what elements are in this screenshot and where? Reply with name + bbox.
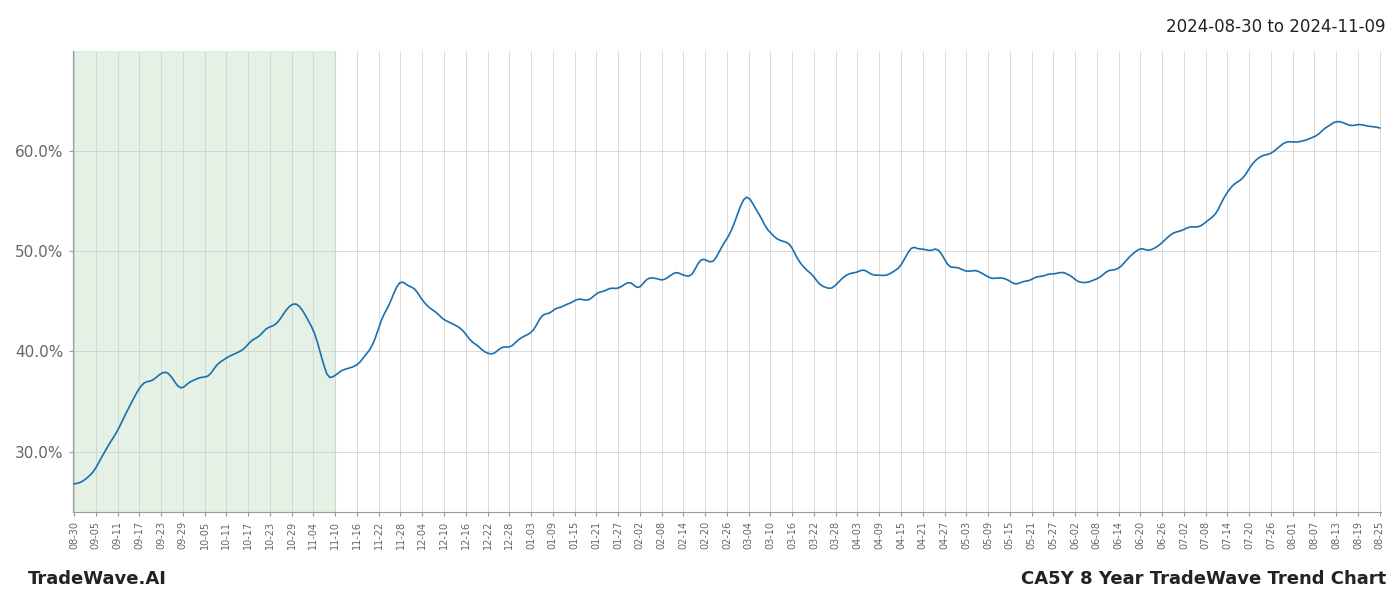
- Text: 2024-08-30 to 2024-11-09: 2024-08-30 to 2024-11-09: [1166, 18, 1386, 36]
- Text: TradeWave.AI: TradeWave.AI: [28, 570, 167, 588]
- Text: CA5Y 8 Year TradeWave Trend Chart: CA5Y 8 Year TradeWave Trend Chart: [1021, 570, 1386, 588]
- Bar: [73, 51, 335, 512]
